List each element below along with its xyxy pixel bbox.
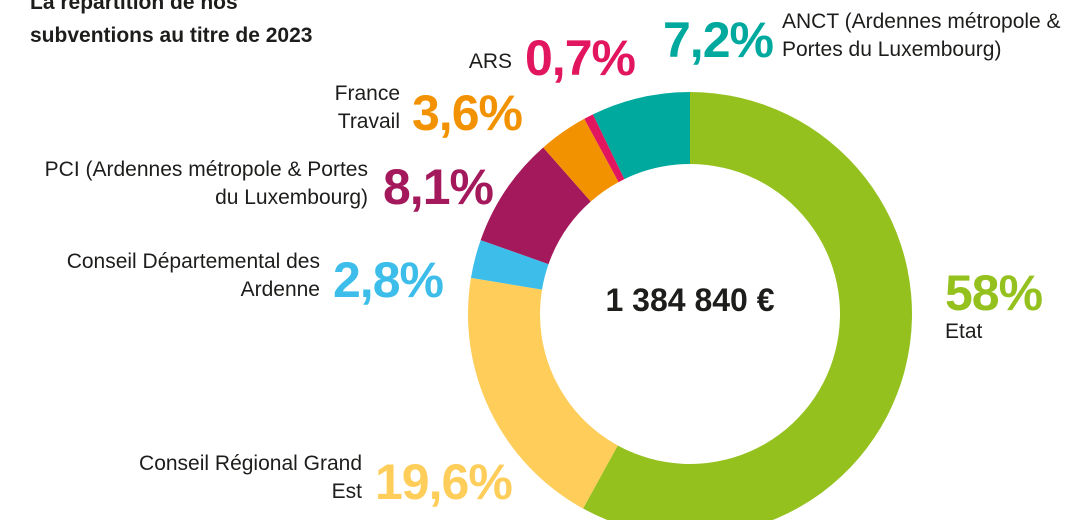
value-label: 19,6%	[375, 454, 513, 510]
donut-slice	[584, 114, 625, 183]
donut-slice	[592, 92, 690, 180]
value-label: 0,7%	[525, 30, 636, 86]
donut-slice	[470, 240, 549, 290]
value-label: 7,2%	[663, 12, 774, 68]
donut-slice	[468, 277, 618, 509]
value-label: 8,1%	[383, 159, 494, 215]
category-label: ANCT (Ardennes métropole & Portes du Lux…	[782, 10, 1061, 61]
center-label: 1 384 840 €	[605, 282, 775, 318]
category-label: Etat	[945, 320, 983, 343]
value-label: 58%	[945, 265, 1043, 321]
donut-slice	[583, 92, 912, 520]
value-label: 2,8%	[333, 252, 444, 308]
category-label: Conseil Départemental des Ardenne	[66, 250, 320, 301]
donut-slice	[543, 118, 619, 202]
category-label: PCI (Ardennes métropole & Portes du Luxe…	[44, 158, 368, 209]
donut-slice	[480, 147, 591, 265]
value-label: 3,6%	[412, 85, 523, 141]
category-label: France Travail	[334, 82, 400, 133]
chart-title: La répartition de nos subventions au tit…	[30, 0, 313, 47]
category-label: Conseil Régional Grand Est	[139, 452, 362, 503]
category-label: ARS	[468, 50, 512, 73]
